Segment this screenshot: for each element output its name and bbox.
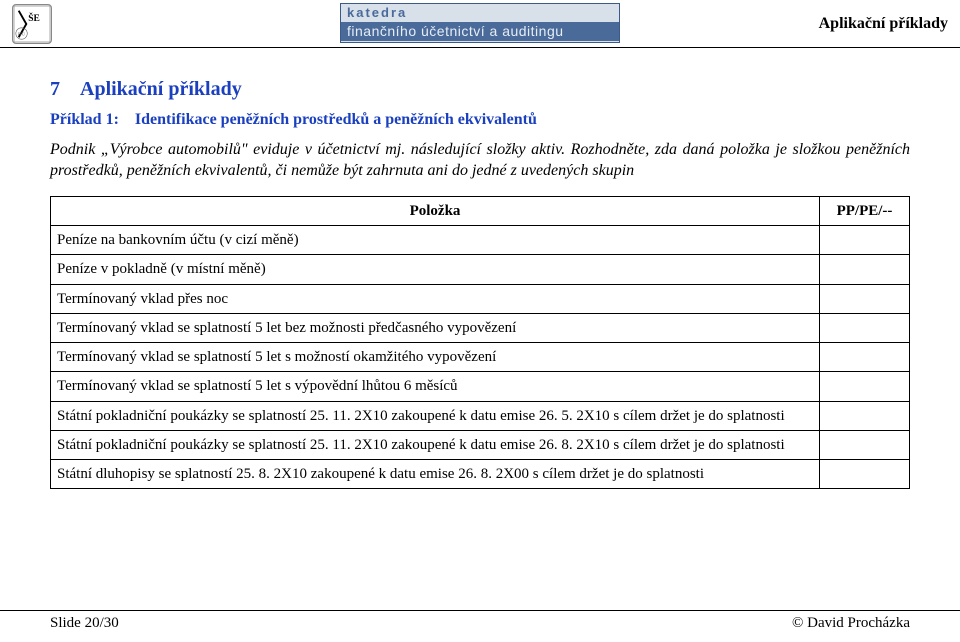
content-area: 7 Aplikační příklady Příklad 1: Identifi…	[0, 48, 960, 489]
example-title: Identifikace peněžních prostředků a peně…	[135, 111, 537, 128]
flag-cell	[820, 372, 910, 401]
items-table: Položka PP/PE/-- Peníze na bankovním účt…	[50, 196, 910, 490]
flag-cell	[820, 284, 910, 313]
dept-line1: katedra	[347, 6, 613, 21]
example-label: Příklad 1:	[50, 111, 119, 128]
item-cell: Termínovaný vklad přes noc	[51, 284, 820, 313]
page-header: ŠE FFÚ katedra finančního účetnictví a a…	[0, 0, 960, 48]
item-cell: Peníze v pokladně (v místní měně)	[51, 255, 820, 284]
chapter-number: 7	[50, 78, 60, 100]
table-row: Státní pokladniční poukázky se splatnost…	[51, 430, 910, 459]
slide-number: Slide 20/30	[50, 615, 119, 632]
col-header-flag: PP/PE/--	[820, 196, 910, 225]
item-cell: Termínovaný vklad se splatností 5 let s …	[51, 372, 820, 401]
table-row: Termínovaný vklad přes noc	[51, 284, 910, 313]
example-heading: Příklad 1: Identifikace peněžních prostř…	[50, 109, 910, 131]
university-logo: ŠE FFÚ	[12, 4, 52, 44]
department-badge: katedra finančního účetnictví a auditing…	[340, 3, 620, 43]
item-cell: Státní dluhopisy se splatností 25. 8. 2X…	[51, 460, 820, 489]
chapter-heading: 7 Aplikační příklady	[50, 76, 910, 103]
flag-cell	[820, 401, 910, 430]
item-cell: Termínovaný vklad se splatností 5 let be…	[51, 313, 820, 342]
table-row: Státní pokladniční poukázky se splatnost…	[51, 401, 910, 430]
table-header-row: Položka PP/PE/--	[51, 196, 910, 225]
item-cell: Peníze na bankovním účtu (v cizí měně)	[51, 226, 820, 255]
flag-cell	[820, 343, 910, 372]
item-cell: Státní pokladniční poukázky se splatnost…	[51, 401, 820, 430]
flag-cell	[820, 313, 910, 342]
table-row: Peníze v pokladně (v místní měně)	[51, 255, 910, 284]
item-cell: Termínovaný vklad se splatností 5 let s …	[51, 343, 820, 372]
table-row: Státní dluhopisy se splatností 25. 8. 2X…	[51, 460, 910, 489]
chapter-title: Aplikační příklady	[80, 78, 242, 100]
table-row: Termínovaný vklad se splatností 5 let s …	[51, 372, 910, 401]
table-row: Peníze na bankovním účtu (v cizí měně)	[51, 226, 910, 255]
intro-paragraph: Podnik „Výrobce automobilů" eviduje v úč…	[50, 139, 910, 182]
table-row: Termínovaný vklad se splatností 5 let be…	[51, 313, 910, 342]
page-footer: Slide 20/30 © David Procházka	[0, 610, 960, 632]
flag-cell	[820, 226, 910, 255]
flag-cell	[820, 430, 910, 459]
dept-line2: finančního účetnictví a auditingu	[341, 22, 619, 41]
flag-cell	[820, 460, 910, 489]
col-header-item: Položka	[51, 196, 820, 225]
running-head: Aplikační příklady	[819, 15, 948, 33]
table-row: Termínovaný vklad se splatností 5 let s …	[51, 343, 910, 372]
flag-cell	[820, 255, 910, 284]
item-cell: Státní pokladniční poukázky se splatnost…	[51, 430, 820, 459]
author-credit: © David Procházka	[792, 615, 910, 632]
svg-text:FFÚ: FFÚ	[18, 31, 25, 36]
